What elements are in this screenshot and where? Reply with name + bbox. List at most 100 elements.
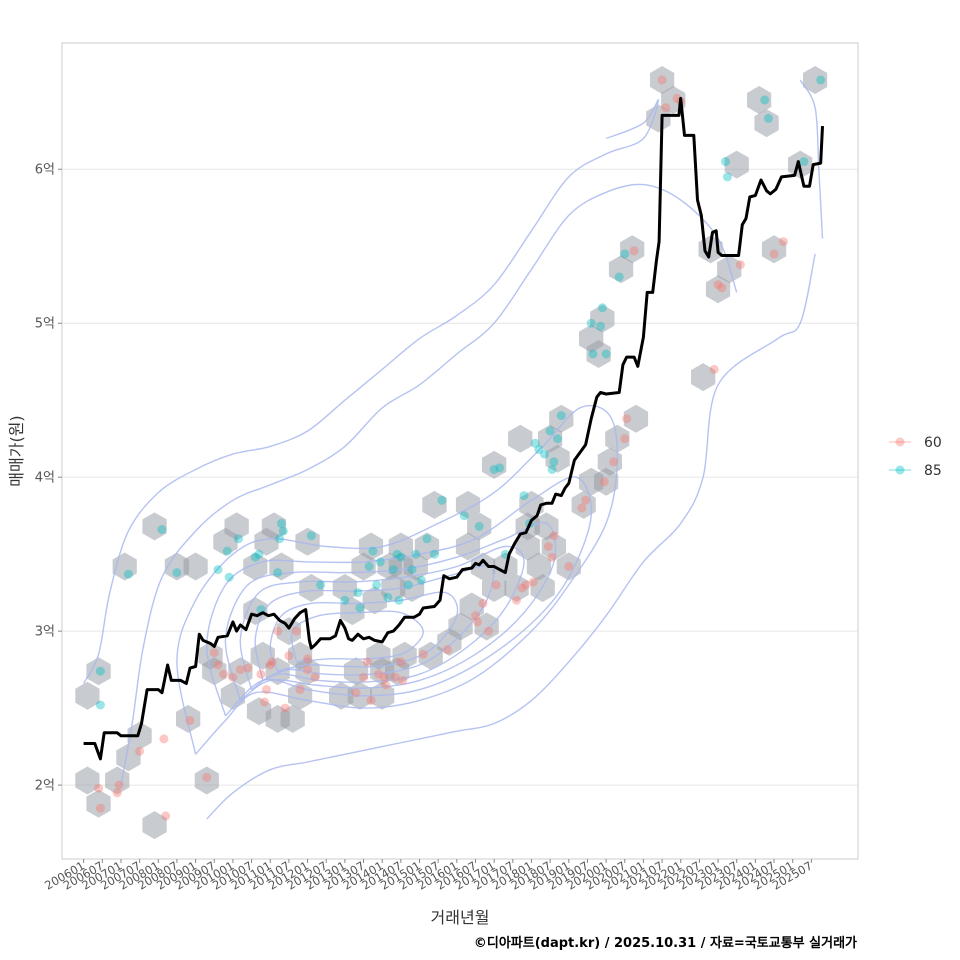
density-contour: [120, 183, 738, 786]
hexbin-cell: [329, 681, 354, 710]
data-point-85: [388, 565, 398, 575]
data-point-85: [407, 565, 417, 575]
data-point-60: [362, 657, 372, 667]
data-point-60: [599, 477, 609, 487]
data-point-85: [234, 534, 243, 544]
hexbin-cell: [508, 424, 533, 453]
data-point-60: [280, 703, 290, 713]
hexbin-cell: [448, 612, 473, 641]
hexbin-cell: [340, 597, 365, 626]
hexbin-cell: [717, 255, 742, 284]
data-point-60: [185, 715, 195, 725]
data-point-85: [250, 552, 260, 562]
data-point-60: [374, 669, 383, 679]
data-point-60: [657, 75, 667, 85]
data-point-85: [95, 700, 105, 710]
hexbin-cell: [127, 721, 152, 750]
hexbin-layer: [75, 66, 828, 840]
data-point-85: [722, 172, 732, 182]
data-point-60: [521, 580, 531, 590]
data-point-60: [303, 654, 313, 664]
legend-label-85: 85: [924, 463, 942, 479]
hexbin-cell: [590, 304, 615, 333]
hexbin-cell: [754, 109, 779, 138]
hexbin-cell: [482, 574, 507, 602]
y-tick-label: 4억: [35, 471, 55, 486]
data-point-60: [564, 562, 574, 571]
hexbin-cell: [86, 789, 111, 818]
data-point-85: [614, 272, 624, 282]
data-point-60: [265, 660, 275, 670]
data-point-60: [243, 663, 253, 673]
data-point-60: [202, 772, 212, 782]
hexbin-cell: [470, 552, 496, 581]
data-point-60: [471, 611, 480, 621]
data-point-85: [392, 549, 402, 559]
hexbin-cell: [86, 657, 111, 686]
data-point-60: [303, 665, 313, 675]
data-point-85: [429, 549, 439, 559]
y-axis: 2억 3억 4억 5억 6억: [35, 163, 62, 794]
hexbin-cell: [220, 681, 245, 710]
data-point-85: [547, 465, 557, 474]
data-point-85: [721, 157, 730, 167]
data-point-60: [778, 237, 788, 247]
hexbin-cell: [343, 657, 369, 686]
hexbin-cell: [142, 811, 167, 840]
data-point-85: [459, 511, 469, 521]
hexbin-cell: [276, 617, 301, 646]
data-point-85: [372, 580, 382, 590]
data-point-85: [172, 568, 182, 578]
hexbin-cell: [224, 512, 249, 541]
data-point-60: [717, 283, 727, 293]
density-contour: [206, 476, 593, 717]
data-point-85: [355, 603, 365, 613]
data-point-85: [763, 113, 773, 123]
density-contour: [224, 522, 557, 701]
hexbin-cell: [75, 766, 100, 795]
data-point-85: [437, 495, 447, 505]
data-point-60: [735, 260, 745, 270]
hexbin-cell: [280, 704, 305, 733]
data-point-85: [123, 569, 133, 579]
data-point-85: [95, 666, 105, 676]
data-point-85: [597, 303, 607, 313]
data-point-85: [383, 592, 393, 602]
data-point-85: [394, 595, 404, 605]
data-point-85: [489, 465, 499, 474]
y-tick-label: 5억: [35, 317, 55, 332]
hexbin-cell: [803, 66, 828, 94]
median-line-layer: [83, 96, 824, 761]
legend-swatch-60: [895, 437, 905, 447]
legend-label-60: 60: [924, 435, 942, 451]
density-contour: [206, 253, 816, 820]
hexbin-cell: [623, 404, 649, 433]
hexbin-cell: [474, 612, 499, 641]
data-point-85: [306, 531, 316, 541]
data-point-85: [495, 463, 505, 473]
data-point-60: [443, 645, 452, 655]
data-point-60: [351, 688, 361, 698]
data-point-85: [540, 449, 549, 459]
data-point-60: [273, 626, 283, 636]
data-point-85: [799, 157, 809, 167]
data-point-60: [267, 657, 277, 667]
hexbin-cell: [261, 512, 287, 541]
hexbin-cell: [142, 512, 167, 541]
hexbin-cell: [608, 255, 634, 284]
data-point-85: [396, 552, 406, 562]
data-point-60: [549, 531, 559, 541]
data-point-85: [530, 438, 540, 448]
data-point-60: [262, 685, 271, 695]
data-point-60: [114, 780, 124, 790]
data-point-60: [713, 280, 723, 290]
hexbin-cell: [705, 275, 731, 304]
data-point-60: [213, 660, 223, 670]
hexbin-cell: [620, 235, 645, 264]
hexbin-cell: [586, 340, 611, 368]
hexbin-cell: [362, 586, 387, 615]
hexbin-cell: [75, 681, 100, 710]
data-point-60: [379, 672, 389, 682]
data-point-60: [769, 249, 779, 259]
